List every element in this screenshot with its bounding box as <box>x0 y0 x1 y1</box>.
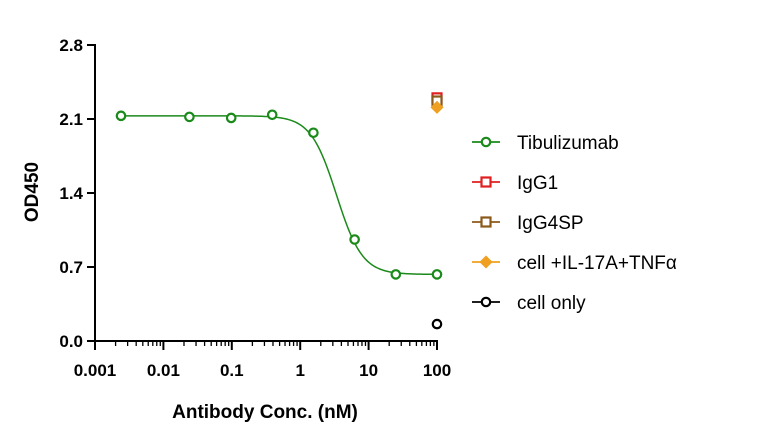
data-point <box>225 112 237 124</box>
data-point <box>390 269 402 280</box>
data-points <box>115 92 444 330</box>
data-point <box>308 127 319 139</box>
legend-label: Tibulizumab <box>517 133 619 154</box>
data-point <box>184 111 195 123</box>
y-axis-title: OD450 <box>22 162 43 222</box>
data-point <box>431 269 443 280</box>
legend-marker <box>479 255 493 269</box>
legend-label: IgG1 <box>517 173 558 194</box>
axes <box>87 44 438 350</box>
data-point <box>349 234 360 245</box>
tick-labels: 0.0 0.7 1.4 2.1 2.8 0.001 0.01 0.1 1 10 100 <box>59 36 451 380</box>
y-tick-label: 2.8 <box>59 36 83 55</box>
legend-marker <box>480 216 492 228</box>
legend-marker <box>480 296 492 308</box>
data-point <box>115 110 127 122</box>
x-tick-label: 0.1 <box>220 361 244 380</box>
y-tick-label: 1.4 <box>59 184 83 203</box>
y-tick-label: 0.7 <box>59 258 83 277</box>
fit-curves <box>121 115 438 276</box>
legend-marker <box>480 136 492 148</box>
x-axis-title: Antibody Conc. (nM) <box>172 402 358 423</box>
data-point <box>266 109 278 121</box>
y-tick-label: 0.0 <box>59 332 83 351</box>
x-tick-label: 0.01 <box>147 361 180 380</box>
x-tick-label: 0.001 <box>74 361 117 380</box>
x-tick-label: 10 <box>359 361 378 380</box>
data-point <box>430 100 444 114</box>
legend: Tibulizumab IgG1 IgG4SP cell +IL-17A+TNFα ce… <box>472 133 677 314</box>
legend-label: cell only <box>517 293 586 314</box>
legend-marker <box>480 176 492 188</box>
x-tick-label: 1 <box>295 361 304 380</box>
y-tick-label: 2.1 <box>59 110 83 129</box>
fit-curve <box>121 115 438 276</box>
data-point <box>431 318 443 330</box>
legend-label: IgG4SP <box>517 213 584 234</box>
x-tick-label: 100 <box>423 361 451 380</box>
legend-label: cell +IL-17A+TNFα <box>517 253 677 274</box>
